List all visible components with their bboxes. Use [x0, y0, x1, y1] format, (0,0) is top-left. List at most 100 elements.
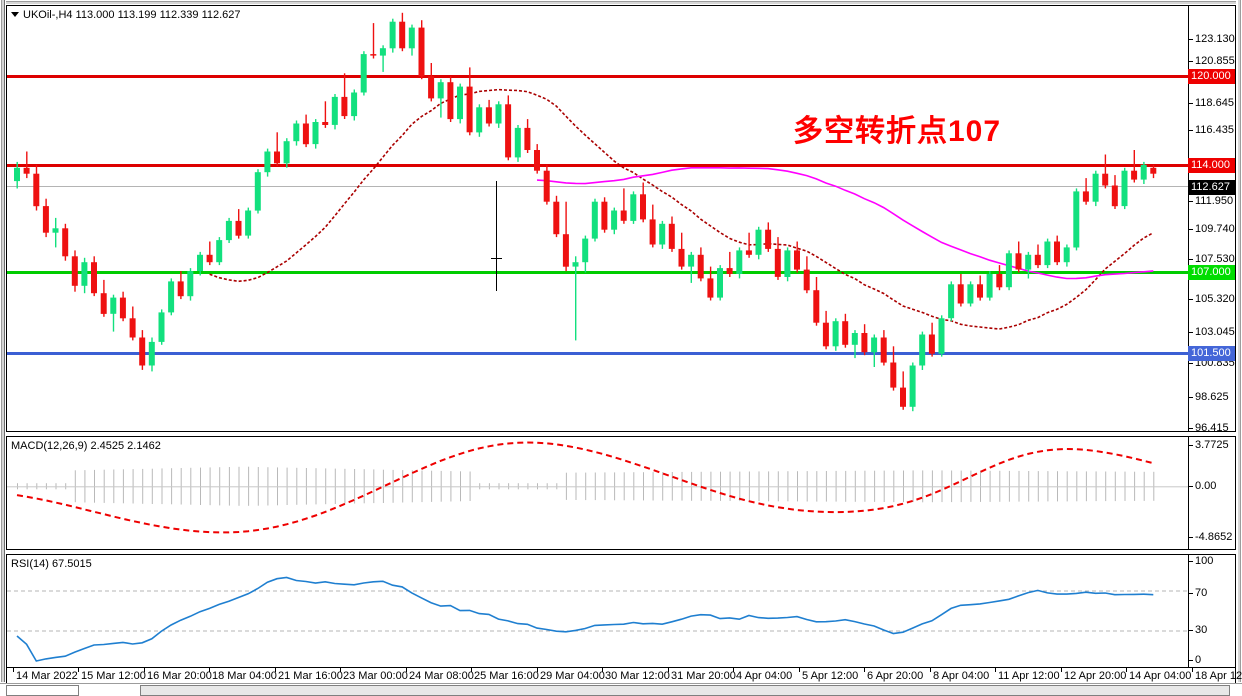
candle-body [611, 210, 618, 230]
macd-histogram-bar [797, 471, 798, 502]
price-chart-panel[interactable]: UKOil-,H4 113.000 113.199 112.339 112.62… [6, 5, 1236, 432]
macd-histogram-bar [84, 470, 86, 503]
candle-wick [623, 188, 625, 224]
macd-axis-tick [1189, 445, 1193, 446]
price-tag-current-price[interactable]: 112.627 [1188, 180, 1235, 195]
scrollbar-track-left[interactable] [6, 685, 79, 696]
macd-histogram-bar [36, 483, 38, 490]
candle-body [216, 240, 223, 263]
time-axis-label[interactable]: 15 Mar 12:00 [81, 670, 146, 682]
macd-histogram-bar [74, 470, 76, 503]
candle-body [485, 107, 492, 124]
candle-body [351, 92, 358, 117]
time-axis-label[interactable]: 16 Mar 20:00 [147, 670, 212, 682]
candle-body [938, 318, 945, 354]
macd-histogram-bar [652, 472, 654, 501]
price-axis-label: 120.855 [1195, 55, 1235, 67]
price-axis[interactable]: 123.130 120.855 118.645 116.435 111.950 109.7… [1188, 6, 1235, 431]
candle-body [302, 123, 309, 145]
time-axis-label[interactable]: 18 Apr 12:00 [1195, 670, 1242, 682]
price-tag-resistance-114[interactable]: 114.000 [1188, 158, 1235, 173]
price-panel-header: UKOil-,H4 113.000 113.199 112.339 112.62… [11, 9, 241, 21]
macd-histogram-bar [787, 471, 789, 502]
candle-body [264, 151, 271, 173]
time-axis-label[interactable]: 8 Apr 04:00 [933, 670, 990, 682]
candle-body [755, 229, 762, 255]
candle-body [697, 254, 704, 279]
candle-body [129, 318, 136, 338]
macd-histogram-bar [421, 470, 423, 503]
macd-histogram-bar [980, 470, 981, 502]
price-tag-pivot-107[interactable]: 107.000 [1188, 265, 1235, 280]
macd-histogram-bar [874, 470, 876, 502]
macd-axis-tick [1189, 537, 1193, 538]
rsi-axis: 100 70 30 0 [1188, 555, 1235, 667]
candle-body [553, 201, 560, 235]
macd-histogram-bar [1153, 471, 1155, 501]
time-axis-label[interactable]: 5 Apr 12:00 [802, 670, 859, 682]
macd-histogram-bar [94, 469, 95, 503]
macd-histogram-bar [623, 472, 625, 501]
time-axis-label[interactable]: 18 Mar 04:00 [212, 670, 277, 682]
price-axis-label: 118.645 [1195, 97, 1234, 109]
rsi-axis-tick [1189, 630, 1193, 631]
candle-body [331, 96, 338, 125]
macd-indicator-panel[interactable]: MACD(12,26,9) 2.4525 2.1462 3.7725 0.00 -4… [6, 436, 1236, 550]
horizontal-scrollbar[interactable] [0, 683, 1242, 696]
time-axis-label[interactable]: 14 Apr 04:00 [1129, 670, 1192, 682]
time-axis-label[interactable]: 31 Mar 20:00 [671, 670, 736, 682]
price-axis-tick [1189, 363, 1193, 364]
rsi-indicator-panel[interactable]: RSI(14) 67.5015 100 70 30 0 [6, 554, 1236, 668]
candle-body [1131, 170, 1138, 180]
price-plot-area[interactable] [7, 6, 1189, 431]
macd-histogram-bar [171, 468, 173, 505]
macd-histogram-bar [200, 467, 201, 505]
candle-body [1073, 191, 1080, 248]
candle-body [187, 271, 194, 297]
time-axis-label[interactable]: 23 Mar 00:00 [343, 670, 408, 682]
price-axis-label: 111.950 [1195, 195, 1234, 207]
candle-body [254, 172, 261, 211]
time-axis-label[interactable]: 30 Mar 12:00 [605, 670, 670, 682]
time-axis-label[interactable]: 24 Mar 08:00 [409, 670, 474, 682]
time-axis-label[interactable]: 21 Mar 16:00 [278, 670, 343, 682]
time-axis-label[interactable]: 11 Apr 12:00 [998, 670, 1060, 682]
time-axis-tick [340, 668, 341, 672]
candle-body [197, 254, 203, 271]
macd-histogram-bar [1085, 471, 1087, 502]
time-axis-label[interactable]: 6 Apr 20:00 [867, 670, 924, 682]
time-axis-label[interactable]: 25 Mar 16:00 [474, 670, 539, 682]
time-axis-tick [537, 668, 538, 672]
triangle-down-icon[interactable] [11, 11, 19, 17]
price-tag-support-101-5[interactable]: 101.500 [1188, 346, 1235, 361]
crosshair-horizontal [491, 258, 502, 259]
time-axis-tick [1126, 668, 1127, 672]
candle-body [909, 365, 916, 407]
macd-histogram-bar [161, 468, 163, 505]
price-tag-resistance-120[interactable]: 120.000 [1188, 69, 1235, 84]
candle-body [668, 223, 675, 249]
candle-body [1044, 241, 1051, 266]
candle-wick [1133, 150, 1135, 183]
candle-body [158, 312, 165, 342]
candle-body [1034, 254, 1041, 266]
time-axis[interactable]: 14 Mar 2022 15 Mar 12:00 16 Mar 20:00 18 Ma… [6, 668, 1242, 683]
time-axis-label[interactable]: 29 Mar 04:00 [540, 670, 605, 682]
candle-body [389, 21, 396, 49]
candle-body [447, 82, 454, 120]
macd-histogram-bar [537, 483, 538, 490]
candle-body [62, 228, 69, 257]
macd-histogram-bar [604, 472, 606, 501]
time-axis-label[interactable]: 14 Mar 2022 [16, 670, 78, 682]
macd-histogram-bar [296, 467, 298, 505]
macd-plot-area[interactable] [7, 437, 1189, 549]
price-axis-tick [1189, 201, 1193, 202]
candle-body [312, 122, 319, 145]
macd-histogram-bar [594, 472, 596, 501]
macd-histogram-bar [26, 483, 28, 490]
scrollbar-thumb[interactable] [140, 685, 1230, 696]
macd-histogram-bar [710, 471, 712, 501]
time-axis-label[interactable]: 4 Apr 04:00 [736, 670, 793, 682]
rsi-plot-area[interactable] [7, 555, 1189, 667]
time-axis-label[interactable]: 12 Apr 20:00 [1064, 670, 1127, 682]
